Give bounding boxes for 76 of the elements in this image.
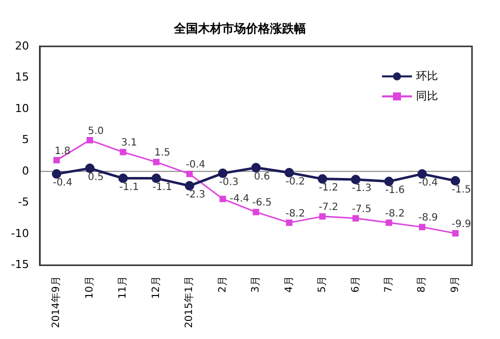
- data-label: -0.2: [285, 176, 305, 188]
- data-label: 0.5: [88, 172, 104, 183]
- data-label: -4.4: [230, 194, 250, 205]
- data-label: -1.3: [352, 183, 372, 194]
- data-label: -0.4: [52, 178, 72, 189]
- data-label: -1.1: [119, 182, 139, 193]
- point: [85, 164, 95, 174]
- x-tick-label: 10月: [84, 276, 96, 299]
- point: [152, 174, 162, 184]
- point: [184, 181, 194, 191]
- x-tick-label: 9月: [450, 276, 461, 293]
- point: [386, 219, 392, 226]
- point: [220, 196, 226, 202]
- data-label: 1.8: [54, 146, 71, 157]
- data-label: -0.4: [418, 178, 438, 189]
- data-label: -1.5: [452, 184, 472, 196]
- y-tick-label: -15: [11, 258, 29, 272]
- point: [53, 156, 60, 164]
- point: [218, 168, 228, 178]
- data-label: -1.1: [152, 182, 172, 193]
- x-tick-label: 6月: [350, 276, 362, 293]
- data-label: -8.2: [385, 208, 405, 220]
- y-tick-label: 15: [14, 70, 29, 84]
- data-label: -6.5: [252, 198, 272, 209]
- data-label: -8.9: [418, 212, 438, 224]
- data-label: 3.1: [121, 138, 138, 149]
- y-tick-label: -10: [11, 226, 29, 240]
- point: [251, 162, 261, 172]
- y-tick-label: 0: [22, 164, 29, 178]
- point: [153, 158, 160, 166]
- point: [350, 174, 360, 184]
- point: [120, 148, 126, 156]
- point: [450, 176, 460, 186]
- point: [417, 169, 427, 179]
- y-tick-label: 10: [14, 102, 29, 115]
- x-tick-label: 8月: [416, 276, 428, 293]
- x-tick-label: 3月: [250, 276, 262, 293]
- x-tick-label: 2月: [217, 276, 228, 293]
- data-label: -0.4: [186, 160, 206, 171]
- point: [452, 230, 459, 237]
- x-tick-label: 5月: [317, 276, 328, 293]
- chart-title: 全国木材市场价格涨跌幅: [173, 21, 306, 36]
- data-label: -9.9: [452, 218, 472, 230]
- x-tick-label: 11月: [118, 276, 129, 299]
- y-tick-label: 20: [14, 39, 29, 52]
- x-tick-label: 12月: [150, 276, 162, 299]
- data-label: -7.2: [318, 202, 338, 214]
- data-label: 0.6: [254, 171, 270, 182]
- point: [319, 213, 326, 220]
- point: [118, 174, 128, 184]
- data-label: -2.3: [186, 189, 206, 200]
- x-tick-label: 7月: [384, 276, 395, 293]
- x-tick-label: 2014年9月: [50, 276, 62, 328]
- data-label: -7.5: [352, 204, 372, 215]
- data-label: -0.3: [218, 176, 239, 188]
- point: [286, 219, 292, 226]
- data-label: -8.2: [285, 208, 305, 220]
- point: [284, 168, 294, 178]
- point: [186, 170, 193, 178]
- point: [418, 224, 426, 230]
- point: [352, 215, 359, 222]
- data-label: -1.2: [318, 182, 338, 194]
- data-label: 5.0: [88, 126, 104, 137]
- legend-label: 环比: [416, 69, 438, 82]
- data-label: -1.6: [385, 185, 405, 196]
- x-tick-label: 2015年1月: [183, 276, 196, 328]
- data-label: 1.5: [154, 148, 170, 159]
- x-tick-label: 4月: [284, 276, 295, 293]
- point: [52, 169, 62, 179]
- point: [252, 208, 260, 216]
- y-tick-label: 5: [22, 133, 29, 146]
- y-tick-label: -5: [18, 196, 29, 209]
- point: [384, 176, 394, 186]
- point: [86, 136, 94, 144]
- legend-label: 同比: [416, 89, 438, 102]
- point: [318, 174, 328, 184]
